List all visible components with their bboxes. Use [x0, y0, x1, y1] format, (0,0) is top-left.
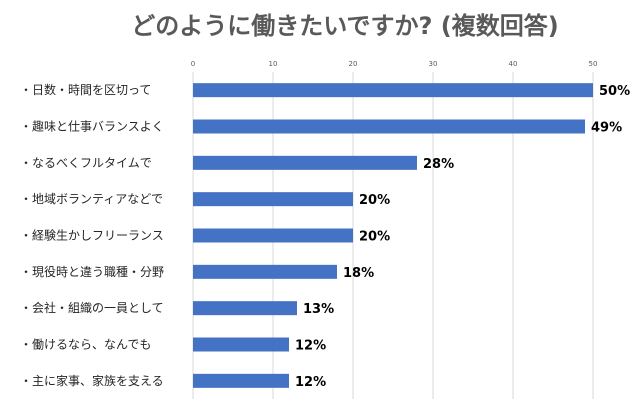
- bar: [193, 155, 417, 170]
- category-label: ・日数・時間を区切って: [20, 82, 151, 97]
- category-labels: ・日数・時間を区切って・趣味と仕事バランスよく・なるべくフルタイムで・地域ボラン…: [20, 82, 164, 388]
- value-label: 18%: [343, 266, 374, 281]
- bar: [193, 264, 337, 279]
- category-label: ・働けるなら、なんでも: [20, 338, 151, 352]
- bar: [193, 228, 353, 243]
- value-label: 13%: [303, 302, 334, 317]
- value-label: 12%: [295, 339, 326, 354]
- x-tick-label: 30: [429, 60, 438, 68]
- bar: [193, 119, 585, 134]
- value-label: 20%: [359, 230, 390, 245]
- value-label: 12%: [295, 375, 326, 390]
- category-label: ・主に家事、家族を支える: [20, 373, 164, 388]
- bar: [193, 192, 353, 207]
- category-label: ・地域ボランティアなどで: [20, 192, 163, 206]
- x-tick-label: 50: [589, 60, 598, 68]
- value-label: 28%: [423, 157, 454, 172]
- value-labels: 50% 49% 28% 20% 20% 18% 13% 12% 12%: [295, 84, 630, 390]
- x-tick-label: 40: [509, 60, 518, 68]
- category-label: ・経験生かしフリーランス: [20, 228, 164, 243]
- x-tick-label: 10: [269, 60, 278, 68]
- x-tick-label: 20: [349, 60, 358, 68]
- bar: [193, 301, 297, 316]
- x-tick-label: 0: [191, 60, 195, 68]
- chart-title: どのように働きたいですか? (複数回答): [131, 12, 559, 40]
- bar: [193, 373, 289, 388]
- category-label: ・会社・組織の一員として: [20, 300, 164, 315]
- bar: [193, 337, 289, 352]
- category-label: ・現役時と違う職種・分野: [20, 264, 164, 279]
- value-label: 20%: [359, 193, 390, 208]
- bars: [193, 83, 593, 388]
- category-label: ・趣味と仕事バランスよく: [20, 119, 164, 134]
- x-axis-ticks: 0 10 20 30 40 50: [191, 60, 598, 68]
- bar: [193, 83, 593, 98]
- category-label: ・なるべくフルタイムで: [20, 156, 152, 170]
- value-label: 50%: [599, 84, 630, 99]
- value-label: 49%: [591, 121, 622, 136]
